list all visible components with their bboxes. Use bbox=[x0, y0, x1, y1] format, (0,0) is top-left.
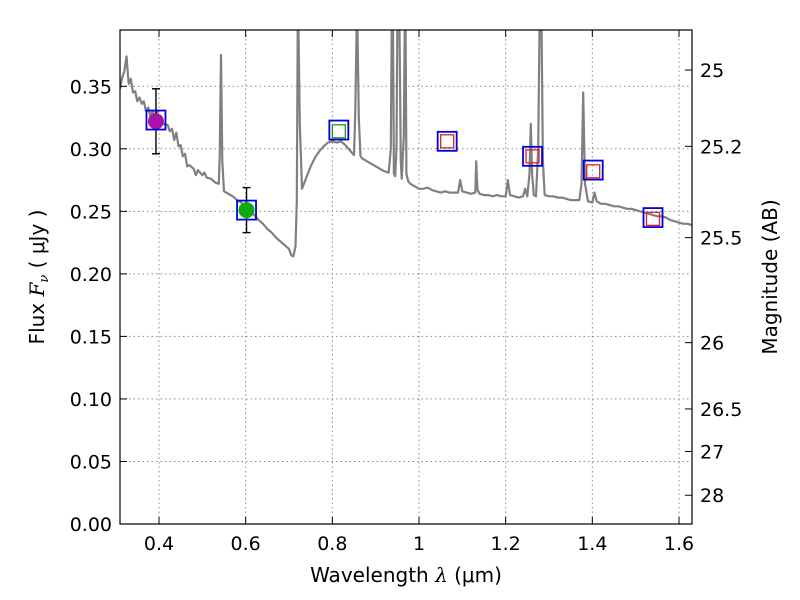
observed-point-square bbox=[645, 211, 661, 226]
observed-point-circle bbox=[147, 113, 164, 130]
right-axis-title: Magnitude (AB) bbox=[758, 199, 782, 354]
model-spectrum-layer bbox=[120, 30, 692, 258]
model-photometry-square bbox=[236, 199, 257, 221]
observed-point-square bbox=[440, 134, 455, 149]
plot-frame bbox=[119, 29, 693, 525]
model-photometry-square bbox=[522, 145, 543, 167]
right-tick-label: 26.5 bbox=[700, 399, 742, 421]
model-photometry-square bbox=[642, 207, 664, 228]
right-tick-label: 26 bbox=[700, 333, 724, 355]
x-tick-label: 1 bbox=[413, 533, 425, 555]
y-tick-label: 0.00 bbox=[70, 514, 112, 536]
y-tick-label: 0.20 bbox=[70, 264, 112, 286]
observed-point-square bbox=[331, 124, 346, 139]
y-tick-label: 0.25 bbox=[70, 201, 112, 223]
right-tick-label: 25 bbox=[700, 60, 724, 82]
x-tick-label: 1.6 bbox=[664, 533, 694, 555]
observed-point-square bbox=[586, 164, 601, 179]
x-tick-label: 0.8 bbox=[317, 533, 347, 555]
y-tick-label: 0.15 bbox=[70, 326, 112, 348]
x-tick-label: 1.4 bbox=[577, 533, 607, 555]
model-photometry-square bbox=[582, 159, 604, 181]
model-photometry-square bbox=[328, 119, 350, 141]
x-tick-label: 0.6 bbox=[231, 533, 261, 555]
x-tick-label: 1.2 bbox=[491, 533, 521, 555]
observed-point-circle bbox=[238, 202, 255, 219]
right-tick-label: 25.2 bbox=[700, 136, 742, 158]
y-axis-title: Flux Fν ( μJy ) bbox=[25, 210, 52, 345]
model-photometry-square bbox=[436, 130, 458, 152]
x-tick-label: 0.4 bbox=[144, 533, 174, 555]
axis-ticks: 0.4 0.6 0.8 1 1.2 1.4 1.6 0.00 0.05 0.10 0.15 0.20 0… bbox=[70, 30, 742, 555]
x-axis-title: Wavelength λ (μm) bbox=[310, 563, 502, 587]
model-photometry-square bbox=[145, 109, 167, 131]
y-tick-label: 0.05 bbox=[70, 451, 112, 473]
observed-point-square bbox=[525, 149, 540, 164]
y-tick-label: 0.30 bbox=[70, 139, 112, 161]
y-tick-label: 0.10 bbox=[70, 389, 112, 411]
right-tick-label: 28 bbox=[700, 485, 724, 507]
model-spectrum-line bbox=[120, 30, 692, 258]
right-tick-label: 27 bbox=[700, 441, 724, 463]
right-tick-label: 25.5 bbox=[700, 228, 742, 250]
y-tick-label: 0.35 bbox=[70, 76, 112, 98]
photometry-layer bbox=[145, 88, 664, 234]
